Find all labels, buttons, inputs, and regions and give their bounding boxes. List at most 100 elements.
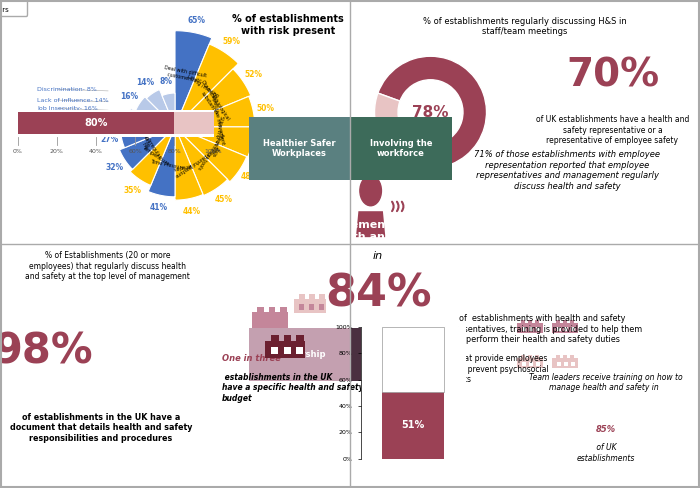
- Polygon shape: [175, 31, 212, 127]
- Text: 16%: 16%: [120, 92, 138, 101]
- Text: Discrimination- 8%: Discrimination- 8%: [37, 87, 97, 92]
- Bar: [18, 113, 174, 134]
- Text: 71% of those establishments with employee
representation reported that employee
: 71% of those establishments with employe…: [474, 150, 660, 190]
- Bar: [299, 294, 304, 299]
- Polygon shape: [356, 211, 385, 237]
- Text: % of Establishments (20 or more
employees) that regularly discuss health
and saf: % of Establishments (20 or more employee…: [25, 251, 190, 281]
- Wedge shape: [374, 93, 414, 161]
- Text: 8%: 8%: [160, 77, 172, 86]
- Polygon shape: [175, 127, 203, 200]
- Bar: [269, 318, 275, 325]
- Text: 50%: 50%: [257, 104, 274, 113]
- Text: 78%: 78%: [412, 105, 449, 120]
- Bar: [529, 327, 533, 331]
- Text: 59%: 59%: [223, 38, 241, 46]
- Bar: [248, 328, 350, 381]
- Text: Deal with difficult
customers etc.: Deal with difficult customers etc.: [163, 65, 207, 84]
- Text: % of establishments that provide employees
with training on how to prevent psych: % of establishments that provide employe…: [376, 354, 548, 384]
- Bar: [284, 347, 290, 354]
- Polygon shape: [148, 127, 175, 197]
- Text: 35%: 35%: [124, 185, 142, 195]
- Text: 51%: 51%: [401, 420, 425, 430]
- Bar: [258, 307, 264, 312]
- Text: 52%: 52%: [244, 70, 262, 79]
- Text: 20%: 20%: [50, 149, 64, 154]
- Text: Lifting /moving: Lifting /moving: [186, 74, 219, 98]
- Polygon shape: [175, 127, 246, 182]
- Bar: [382, 327, 444, 391]
- Text: 80%: 80%: [167, 149, 181, 154]
- Bar: [248, 117, 350, 181]
- Polygon shape: [175, 69, 251, 127]
- Text: 80%: 80%: [84, 118, 108, 128]
- Text: 32%: 32%: [106, 163, 124, 172]
- Text: Vehicles: Vehicles: [173, 162, 193, 171]
- Text: in: in: [373, 251, 383, 261]
- Bar: [350, 328, 452, 381]
- Text: Communication- 21%: Communication- 21%: [37, 114, 105, 120]
- Bar: [536, 362, 540, 366]
- Bar: [521, 320, 525, 324]
- Text: 0%: 0%: [13, 149, 22, 154]
- Bar: [296, 347, 303, 354]
- Bar: [536, 327, 540, 331]
- Polygon shape: [175, 127, 228, 196]
- Bar: [174, 113, 214, 134]
- Bar: [557, 327, 561, 331]
- Bar: [535, 355, 539, 358]
- Bar: [318, 294, 325, 299]
- Bar: [309, 304, 314, 310]
- Text: 14%: 14%: [136, 79, 155, 87]
- Bar: [522, 362, 526, 366]
- Text: 100%: 100%: [204, 149, 223, 154]
- Text: Repetitive movement: Repetitive movement: [211, 92, 225, 145]
- Text: of UK
establishments: of UK establishments: [576, 443, 635, 463]
- Text: 98%: 98%: [0, 331, 94, 373]
- Text: 49%: 49%: [256, 140, 274, 149]
- Bar: [563, 320, 567, 324]
- Text: establishments in the UK
have a specific health and safety annual
budget: establishments in the UK have a specific…: [222, 373, 396, 403]
- Bar: [552, 324, 578, 333]
- Bar: [571, 362, 575, 366]
- Text: Tiring/painful posture: Tiring/painful posture: [174, 144, 221, 178]
- Text: Temperature: Temperature: [141, 145, 170, 167]
- Polygon shape: [130, 127, 175, 185]
- Bar: [271, 347, 278, 354]
- Polygon shape: [146, 89, 175, 127]
- Text: Chemical/biological
substances: Chemical/biological substances: [195, 79, 230, 124]
- Bar: [528, 320, 532, 324]
- Bar: [296, 334, 304, 341]
- Text: Leadership: Leadership: [273, 350, 326, 359]
- Text: 44%: 44%: [183, 206, 201, 216]
- Polygon shape: [162, 93, 175, 127]
- Bar: [564, 327, 568, 331]
- Bar: [517, 358, 542, 368]
- Text: Team leaders receive training on how to
manage health and safety in: Team leaders receive training on how to …: [528, 373, 682, 392]
- Text: 48%: 48%: [241, 172, 259, 182]
- Bar: [382, 391, 444, 459]
- Text: Involving the
workforce: Involving the workforce: [370, 139, 432, 159]
- Bar: [280, 318, 286, 325]
- Text: 70%: 70%: [566, 57, 659, 95]
- Polygon shape: [175, 96, 255, 127]
- Text: One in three: One in three: [222, 354, 281, 363]
- Bar: [571, 327, 575, 331]
- Bar: [318, 304, 324, 310]
- Text: of establishments in the UK have a
document that details health and safety
respo: of establishments in the UK have a docum…: [10, 413, 193, 443]
- Circle shape: [360, 176, 382, 206]
- Bar: [252, 312, 288, 328]
- Bar: [258, 318, 264, 325]
- Text: Building
Competence: Building Competence: [371, 345, 430, 364]
- Bar: [528, 355, 532, 358]
- Text: 41%: 41%: [150, 203, 168, 212]
- Bar: [284, 334, 291, 341]
- Text: % of establishments regularly discussing H&S in
staff/team meetings: % of establishments regularly discussing…: [423, 17, 627, 36]
- Bar: [299, 304, 304, 310]
- Text: of UK establishments have a health and
safety representative or a
representative: of UK establishments have a health and s…: [536, 115, 690, 145]
- Bar: [269, 307, 275, 312]
- Bar: [529, 362, 533, 366]
- Text: Slips, trip or falls: Slips, trip or falls: [211, 115, 224, 156]
- Polygon shape: [136, 97, 175, 127]
- Bar: [309, 294, 315, 299]
- Bar: [517, 324, 542, 333]
